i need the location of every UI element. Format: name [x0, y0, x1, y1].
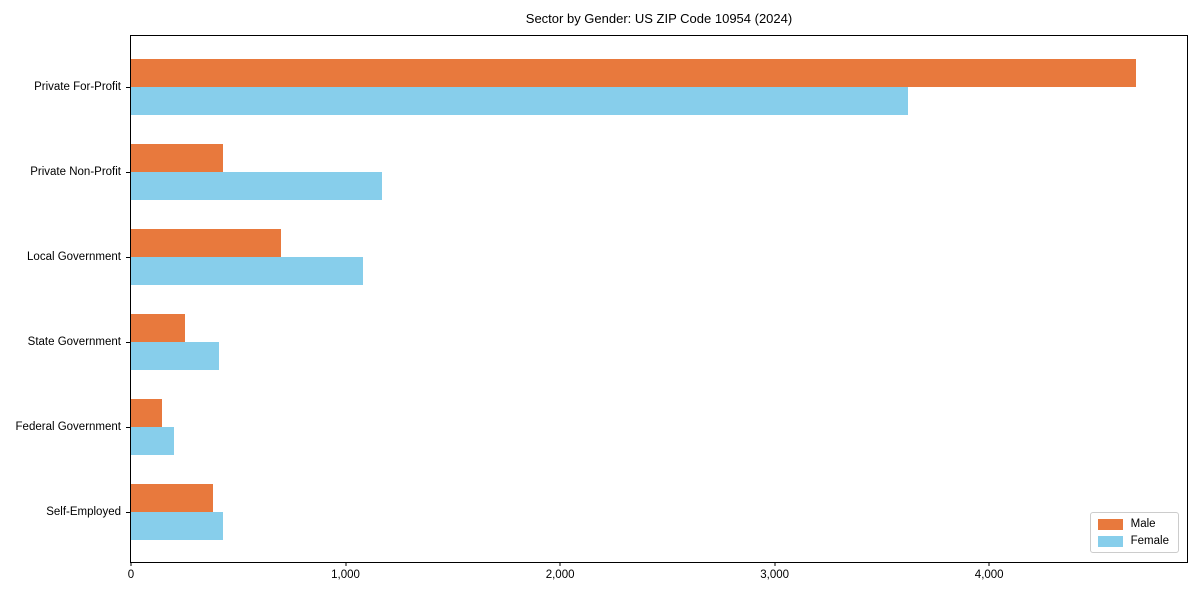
x-tick	[774, 562, 776, 566]
x-tick	[559, 562, 561, 566]
bar-female-4	[131, 426, 174, 455]
x-tick	[988, 562, 990, 566]
legend-entry-female: Female	[1097, 535, 1169, 547]
bar-male-5	[131, 483, 213, 512]
chart-title: Sector by Gender: US ZIP Code 10954 (202…	[525, 11, 793, 26]
category-row-5: Self-Employed	[46, 469, 1187, 554]
bar-male-2	[131, 228, 282, 257]
bar-male-0	[131, 58, 1137, 87]
legend-label-male: Male	[1130, 518, 1156, 530]
y-tick	[126, 426, 130, 428]
bar-group	[131, 143, 1187, 200]
y-tick	[126, 511, 130, 513]
bar-male-1	[131, 143, 224, 172]
legend-label-female: Female	[1130, 535, 1169, 547]
x-tick-label: 2,000	[545, 569, 575, 581]
legend-entry-male: Male	[1097, 518, 1169, 530]
bar-female-5	[131, 511, 224, 540]
bar-group	[131, 398, 1187, 455]
bar-group	[131, 483, 1187, 540]
bar-group	[131, 313, 1187, 370]
bar-female-2	[131, 256, 363, 285]
legend-swatch-male	[1097, 518, 1123, 530]
category-row-2: Local Government	[27, 214, 1187, 299]
legend: Male Female	[1089, 512, 1179, 553]
y-tick	[126, 171, 130, 173]
category-label: Private Non-Profit	[30, 165, 121, 178]
category-label: Private For-Profit	[34, 80, 121, 93]
bar-group	[131, 228, 1187, 285]
x-tick-label: 0	[127, 569, 135, 581]
category-row-3: State Government	[28, 299, 1187, 384]
category-label: Local Government	[27, 250, 121, 263]
category-label: Federal Government	[15, 420, 121, 433]
category-row-4: Federal Government	[16, 384, 1187, 469]
bar-female-1	[131, 171, 383, 200]
y-tick	[126, 86, 130, 88]
x-tick-label: 4,000	[974, 569, 1004, 581]
plot-area: Private For-Profit Private Non-Profit Loca…	[16, 35, 1188, 581]
category-label: State Government	[27, 335, 121, 348]
y-tick	[126, 341, 130, 343]
bar-group	[131, 58, 1187, 115]
x-tick-label: 1,000	[331, 569, 360, 581]
bar-male-4	[131, 398, 163, 427]
bar-male-3	[131, 313, 185, 342]
x-tick-label: 3,000	[760, 569, 790, 581]
x-tick	[345, 562, 347, 566]
category-label: Self-Employed	[46, 505, 121, 518]
y-tick	[126, 256, 130, 258]
legend-swatch-female	[1097, 535, 1123, 547]
x-tick	[130, 562, 132, 566]
bar-female-3	[131, 341, 219, 370]
category-row-0: Private For-Profit	[34, 44, 1187, 129]
category-row-1: Private Non-Profit	[30, 129, 1187, 214]
bar-rows: Private For-Profit Private Non-Profit Loca…	[16, 44, 1187, 554]
bar-female-0	[131, 86, 908, 115]
